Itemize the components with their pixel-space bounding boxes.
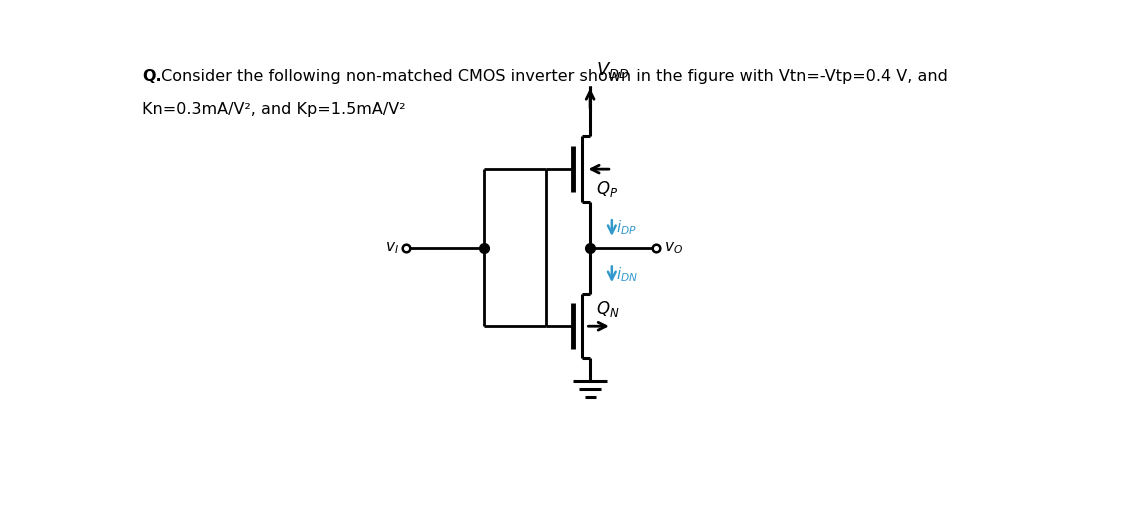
Text: Q.: Q. <box>142 69 161 84</box>
Text: Consider the following non-matched CMOS inverter shown in the figure with Vtn=-V: Consider the following non-matched CMOS … <box>156 69 948 84</box>
Text: Kn=0.3mA/V², and Kp=1.5mA/V²: Kn=0.3mA/V², and Kp=1.5mA/V² <box>142 102 405 117</box>
Text: $i_{DN}$: $i_{DN}$ <box>616 265 639 283</box>
Text: $Q_N$: $Q_N$ <box>596 299 620 319</box>
Text: $v_O$: $v_O$ <box>664 240 683 256</box>
Text: $Q_P$: $Q_P$ <box>596 179 619 199</box>
Text: $i_{DP}$: $i_{DP}$ <box>616 219 638 237</box>
Text: $V_{DD}$: $V_{DD}$ <box>596 60 630 80</box>
Text: $v_I$: $v_I$ <box>385 240 398 256</box>
